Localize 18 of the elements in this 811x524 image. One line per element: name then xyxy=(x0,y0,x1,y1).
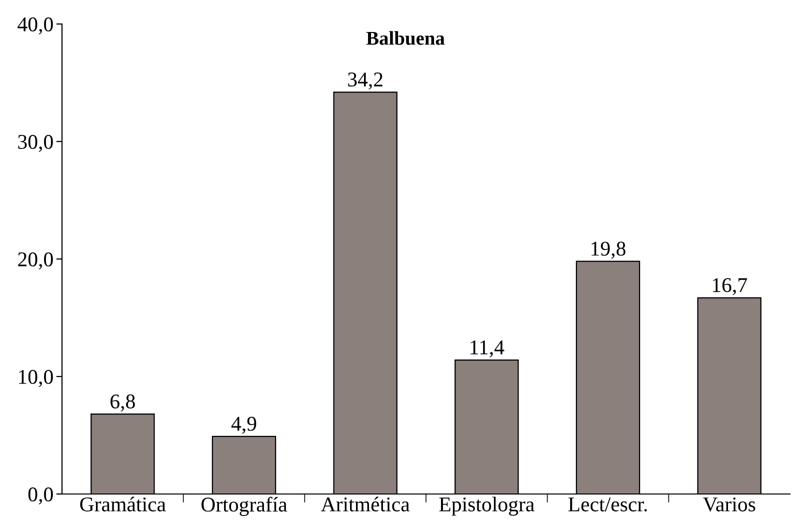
data-label: 34,2 xyxy=(348,72,382,90)
data-label: 19,8 xyxy=(592,242,626,259)
y-tick-label: 30,0 xyxy=(18,134,53,152)
data-label: 4,9 xyxy=(231,416,256,434)
y-tick-label: 40,0 xyxy=(18,17,53,34)
chart-title: Balbuena xyxy=(366,31,445,45)
y-tick-label: 20,0 xyxy=(18,252,53,270)
x-tick-label: Varios xyxy=(702,497,756,512)
y-tick-label: 0,0 xyxy=(28,487,53,504)
x-tick-label: Lect/escr. xyxy=(568,498,647,512)
x-tick-label: Ortografía xyxy=(201,496,288,516)
data-label: 16,7 xyxy=(712,278,747,296)
x-tick-label: Epistologra xyxy=(439,496,534,516)
y-tick-label: 10,0 xyxy=(19,370,53,387)
x-tick-label: Aritmética xyxy=(320,496,410,512)
data-label: 6,8 xyxy=(110,394,135,412)
data-label: 11,4 xyxy=(470,340,504,358)
x-tick-label: Gramática xyxy=(80,496,166,512)
